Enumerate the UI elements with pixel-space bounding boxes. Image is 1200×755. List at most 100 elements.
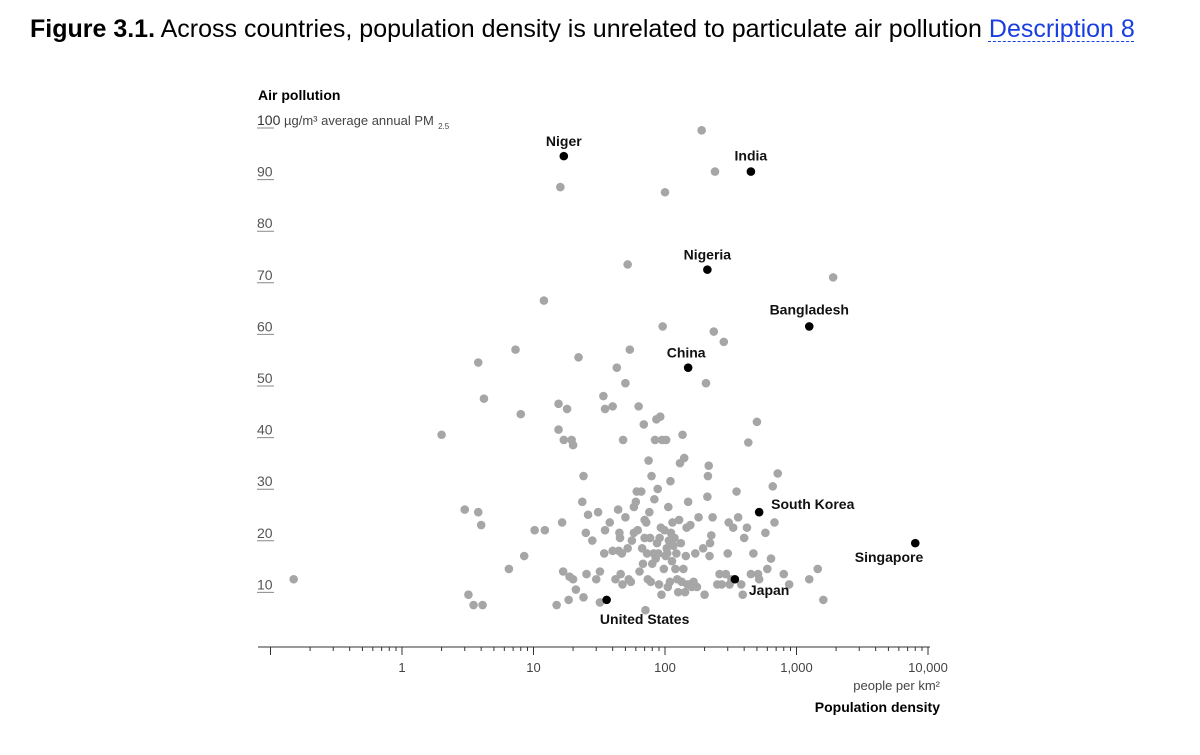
y-tick-label: 70: [257, 267, 273, 283]
country-point: [694, 513, 703, 522]
country-point: [738, 590, 748, 600]
country-point: [562, 404, 572, 414]
x-tick-label: 10,000: [908, 660, 948, 675]
country-point: [530, 525, 539, 535]
country-point: [768, 482, 778, 491]
country-point: [705, 551, 714, 561]
country-point: [552, 600, 561, 610]
country-point: [621, 513, 630, 522]
country-point: [773, 469, 783, 478]
country-point: [479, 394, 489, 403]
y-tick-label: 100: [257, 112, 281, 128]
y-axis-title: Air pollution: [258, 87, 340, 103]
country-point: [641, 605, 650, 615]
country-point: [686, 520, 695, 530]
country-point: [599, 549, 609, 558]
country-point: [660, 187, 670, 197]
country-point: [639, 420, 649, 429]
country-point: [828, 273, 838, 282]
country-point: [664, 502, 673, 512]
description-link[interactable]: Description 8: [988, 15, 1135, 43]
highlight-point-nigeria: [703, 265, 712, 274]
y-axis: 10 20 30 40 50 60 70 80 90 100 µg/m³ average annua…: [257, 112, 450, 593]
country-point: [636, 487, 646, 496]
highlight-label-japan: Japan: [749, 582, 789, 598]
country-point: [568, 574, 578, 584]
country-point: [681, 551, 691, 561]
country-point: [683, 497, 693, 507]
country-point: [742, 523, 752, 532]
country-point: [749, 549, 758, 558]
country-point: [744, 438, 753, 447]
country-point: [710, 167, 720, 176]
x-axis-title: Population density: [815, 699, 940, 715]
country-point: [650, 494, 659, 504]
y-axis-title-group: Air pollution: [258, 87, 340, 103]
figure-caption: Figure 3.1. Across countries, population…: [30, 14, 1180, 44]
country-point: [634, 402, 643, 411]
country-point: [703, 492, 712, 501]
country-point: [579, 471, 588, 481]
highlight-point-japan: [730, 574, 740, 584]
country-point: [625, 345, 635, 354]
country-point: [657, 590, 666, 600]
country-point: [736, 580, 746, 589]
y-tick-label: 80: [257, 215, 273, 231]
country-point: [460, 505, 470, 514]
country-point: [289, 574, 298, 584]
country-point: [662, 549, 672, 558]
country-point: [473, 358, 483, 367]
country-point: [721, 569, 731, 579]
country-point: [437, 430, 446, 440]
country-point: [564, 595, 573, 605]
y-tick-label: 30: [257, 473, 273, 489]
country-point: [616, 569, 625, 579]
country-point: [717, 580, 727, 589]
country-point: [659, 564, 669, 574]
y-tick-label: 10: [257, 576, 273, 592]
country-point: [579, 593, 588, 602]
country-point: [645, 533, 655, 543]
country-point: [733, 513, 743, 522]
country-point: [754, 574, 764, 584]
highlight-label-niger: Niger: [546, 133, 582, 149]
country-point: [600, 404, 610, 414]
country-point: [574, 353, 583, 362]
country-point: [672, 549, 681, 558]
country-point: [571, 585, 581, 594]
country-point: [612, 363, 622, 372]
country-point: [631, 497, 641, 507]
country-point: [558, 567, 568, 576]
country-point: [540, 525, 550, 535]
country-point: [638, 559, 648, 569]
country-point: [593, 507, 603, 517]
country-point: [739, 533, 749, 543]
country-point: [746, 569, 756, 579]
x-tick-label: 100: [654, 660, 676, 675]
country-point: [732, 487, 741, 496]
country-point: [627, 536, 637, 545]
country-point: [655, 533, 664, 543]
highlight-label-united-states: United States: [600, 611, 690, 627]
country-point: [516, 409, 526, 419]
country-point: [618, 435, 628, 445]
x-tick-label: 1,000: [780, 660, 813, 675]
country-point: [617, 549, 627, 558]
country-point: [581, 528, 591, 538]
country-point: [691, 549, 700, 558]
country-point: [608, 546, 617, 556]
country-point: [645, 507, 654, 517]
country-point: [661, 435, 671, 445]
country-point: [511, 345, 520, 354]
highlight-label-nigeria: Nigeria: [684, 247, 732, 263]
country-point: [478, 600, 487, 610]
highlight-label-singapore: Singapore: [855, 549, 924, 565]
highlight-point-singapore: [910, 538, 920, 548]
country-point: [674, 515, 684, 525]
country-point: [554, 425, 563, 434]
country-point: [600, 525, 610, 535]
highlight-point-united-states: [602, 595, 611, 605]
country-point: [554, 399, 563, 409]
country-point: [623, 260, 632, 269]
country-point: [653, 484, 662, 494]
